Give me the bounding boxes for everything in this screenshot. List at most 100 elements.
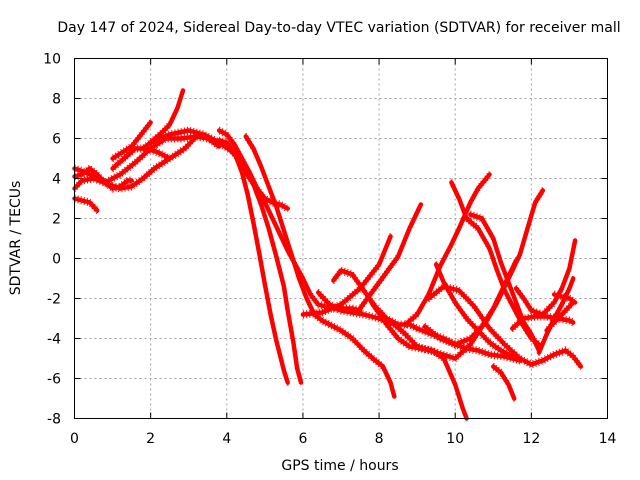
y-tick-label: 6 [52,132,61,148]
series-line [72,134,199,191]
series-markers-upper [74,194,99,209]
y-tick-label: -2 [47,292,61,308]
series-markers-upper [492,362,516,396]
series-arc-9 [216,136,290,386]
series-markers-upper [538,275,575,350]
x-axis-label: GPS time / hours [281,458,398,474]
series-markers-lower [359,207,422,313]
x-tick-label: 10 [446,431,464,447]
series-markers-lower [111,150,171,173]
series-line [468,212,542,353]
series-line [331,268,523,363]
y-tick-label: -4 [47,332,61,348]
series-markers-upper [511,312,574,327]
series-line [513,238,578,317]
series-markers-upper [317,257,518,357]
series-markers-lower [244,138,396,400]
y-axis-label: SDTVAR / TECUs [8,181,24,296]
x-tick-label: 14 [599,431,617,447]
series-markers-lower [218,142,289,386]
series-markers-lower [74,200,99,215]
series-markers-lower [150,132,302,386]
series-markers-upper [545,298,574,329]
series-markers-upper [427,282,582,365]
series-line [357,202,424,311]
x-tick-label: 2 [146,431,155,447]
series-arc-16 [357,201,424,313]
series-line [239,164,290,211]
series-arc-23 [468,210,542,354]
series-line [491,364,517,401]
series-markers-upper [553,290,576,301]
series-arc-17 [403,170,492,329]
series-arc-20 [422,186,546,349]
series-markers-upper [218,136,289,380]
series-markers-lower [545,304,574,335]
series-markers-upper [435,261,513,355]
series-markers-upper [405,170,491,323]
x-tick-label: 8 [375,431,384,447]
axis-ticks [74,58,608,419]
series-markers-lower [553,296,576,307]
series-arc-15 [331,266,523,365]
series-markers-upper [424,186,544,343]
series-arc-3 [72,194,100,215]
series-markers-upper [241,162,289,207]
x-tick-label: 4 [222,431,231,447]
series-markers-upper [111,144,171,167]
series-markers-lower [370,304,468,422]
series-markers-upper [370,298,468,416]
series-markers-lower [302,239,392,319]
series-line [536,276,576,355]
series-line [510,314,576,331]
series-line [72,166,134,191]
series-arc-13 [300,233,393,319]
series-markers-lower [538,281,575,356]
data-series [72,87,584,422]
series-markers-upper [112,118,152,157]
series-arc-26 [513,237,578,319]
series-markers-lower [511,318,574,333]
x-tick-label: 0 [70,431,79,447]
x-tick-label: 12 [522,431,540,447]
series-line [369,300,469,421]
series-arc-4 [72,164,134,193]
x-tick-labels: 0 2 4 6 8 10 12 14 [70,431,616,447]
series-arc-29 [544,298,576,335]
series-markers-upper [302,233,392,313]
series-markers-lower [492,368,516,402]
series-markers-upper [470,210,540,348]
series-markers-lower [332,272,521,365]
series-markers-lower [73,138,197,193]
series-arc-24 [491,362,517,402]
series-markers-upper [244,132,396,394]
y-tick-label: 10 [43,52,61,68]
series-arc-7 [110,118,153,163]
series-line [110,120,153,161]
series-markers-lower [112,124,152,163]
y-tick-label: 2 [52,212,61,228]
series-line [544,300,576,333]
series-arc-27 [536,275,576,356]
series-markers-lower [405,176,491,329]
y-tick-label: 4 [52,172,61,188]
plot-frame [74,58,608,419]
series-markers-upper [359,201,422,307]
series-line [72,196,100,213]
chart-title: Day 147 of 2024, Sidereal Day-to-day VTE… [57,20,620,36]
series-markers-lower [470,216,540,354]
y-tick-label: 0 [52,252,61,268]
series-arc-21 [426,282,584,371]
series-markers-upper [73,132,197,187]
x-tick-label: 6 [298,431,307,447]
series-arc-11 [239,162,290,213]
y-tick-labels: -8 -6 -4 -2 0 2 4 6 8 10 [43,52,61,428]
y-tick-label: 8 [52,92,61,108]
series-markers-lower [241,168,289,213]
y-tick-label: -8 [47,412,61,428]
series-line [300,234,393,317]
series-markers-lower [424,192,544,349]
y-tick-label: -6 [47,372,61,388]
